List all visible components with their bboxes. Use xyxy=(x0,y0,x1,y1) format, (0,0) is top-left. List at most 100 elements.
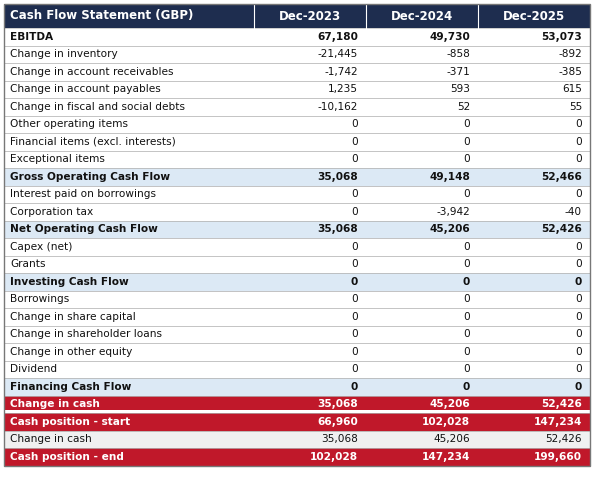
Text: 147,234: 147,234 xyxy=(422,452,470,462)
Text: 593: 593 xyxy=(450,84,470,94)
Text: Change in account receivables: Change in account receivables xyxy=(10,67,173,77)
Bar xyxy=(4,45,590,63)
Text: -21,445: -21,445 xyxy=(318,49,358,59)
Bar xyxy=(4,28,590,45)
Text: -1,742: -1,742 xyxy=(325,67,358,77)
Bar xyxy=(4,290,590,308)
Text: 0: 0 xyxy=(351,207,358,217)
Text: Net Operating Cash Flow: Net Operating Cash Flow xyxy=(10,224,158,234)
Text: 0: 0 xyxy=(351,347,358,357)
Text: -10,162: -10,162 xyxy=(317,102,358,112)
Text: 102,028: 102,028 xyxy=(310,452,358,462)
Text: Gross Operating Cash Flow: Gross Operating Cash Flow xyxy=(10,172,170,182)
Text: 45,206: 45,206 xyxy=(433,434,470,444)
Text: Exceptional items: Exceptional items xyxy=(10,154,105,164)
Bar xyxy=(4,4,590,28)
Text: Grants: Grants xyxy=(10,259,46,269)
Text: 52: 52 xyxy=(457,102,470,112)
Text: 35,068: 35,068 xyxy=(317,172,358,182)
Text: 52,466: 52,466 xyxy=(541,172,582,182)
Text: Borrowings: Borrowings xyxy=(10,294,69,304)
Bar xyxy=(4,308,590,325)
Text: 52,426: 52,426 xyxy=(541,399,582,409)
Text: 1,235: 1,235 xyxy=(328,84,358,94)
Text: 0: 0 xyxy=(463,119,470,129)
Bar xyxy=(4,150,590,168)
Text: 0: 0 xyxy=(575,119,582,129)
Bar xyxy=(4,168,590,185)
Text: 45,206: 45,206 xyxy=(429,399,470,409)
Text: 0: 0 xyxy=(351,119,358,129)
Bar xyxy=(4,63,590,81)
Text: 35,068: 35,068 xyxy=(317,399,358,409)
Text: 55: 55 xyxy=(569,102,582,112)
Bar xyxy=(4,378,590,395)
Text: 0: 0 xyxy=(351,294,358,304)
Text: Change in shareholder loans: Change in shareholder loans xyxy=(10,329,162,339)
Text: 0: 0 xyxy=(351,259,358,269)
Text: 0: 0 xyxy=(575,312,582,322)
Text: 0: 0 xyxy=(463,347,470,357)
Text: Change in share capital: Change in share capital xyxy=(10,312,136,322)
Text: 0: 0 xyxy=(351,382,358,392)
Text: 53,073: 53,073 xyxy=(541,32,582,42)
Text: Dividend: Dividend xyxy=(10,364,57,374)
Text: Dec-2025: Dec-2025 xyxy=(503,9,565,22)
Text: 0: 0 xyxy=(575,294,582,304)
Text: Corporation tax: Corporation tax xyxy=(10,207,93,217)
Bar xyxy=(4,430,590,448)
Text: Dec-2024: Dec-2024 xyxy=(391,9,453,22)
Text: Cash position - end: Cash position - end xyxy=(10,452,124,462)
Text: 0: 0 xyxy=(463,329,470,339)
Text: 0: 0 xyxy=(351,329,358,339)
Text: -858: -858 xyxy=(446,49,470,59)
Text: 0: 0 xyxy=(575,347,582,357)
Text: -3,942: -3,942 xyxy=(436,207,470,217)
Text: 67,180: 67,180 xyxy=(317,32,358,42)
Bar xyxy=(4,361,590,378)
Text: 35,068: 35,068 xyxy=(321,434,358,444)
Text: 0: 0 xyxy=(463,294,470,304)
Text: 66,960: 66,960 xyxy=(317,417,358,427)
Text: 0: 0 xyxy=(351,242,358,252)
Text: 0: 0 xyxy=(575,242,582,252)
Text: 0: 0 xyxy=(463,277,470,287)
Text: 0: 0 xyxy=(463,382,470,392)
Text: 0: 0 xyxy=(575,189,582,199)
Text: 0: 0 xyxy=(575,277,582,287)
Text: 0: 0 xyxy=(575,259,582,269)
Text: Cash position - start: Cash position - start xyxy=(10,417,130,427)
Text: Financial items (excl. interests): Financial items (excl. interests) xyxy=(10,137,176,147)
Text: 0: 0 xyxy=(351,277,358,287)
Text: Change in cash: Change in cash xyxy=(10,399,100,409)
Bar xyxy=(4,98,590,116)
Text: 0: 0 xyxy=(351,364,358,374)
Text: 52,426: 52,426 xyxy=(541,224,582,234)
Text: Change in cash: Change in cash xyxy=(10,434,92,444)
Bar xyxy=(4,395,590,413)
Text: Change in inventory: Change in inventory xyxy=(10,49,118,59)
Text: Investing Cash Flow: Investing Cash Flow xyxy=(10,277,129,287)
Bar xyxy=(4,221,590,238)
Bar xyxy=(4,133,590,150)
Text: 0: 0 xyxy=(351,312,358,322)
Text: 0: 0 xyxy=(351,154,358,164)
Text: 35,068: 35,068 xyxy=(317,224,358,234)
Text: 199,660: 199,660 xyxy=(534,452,582,462)
Text: 0: 0 xyxy=(463,364,470,374)
Text: -892: -892 xyxy=(558,49,582,59)
Text: 0: 0 xyxy=(575,382,582,392)
Text: Capex (net): Capex (net) xyxy=(10,242,73,252)
Text: 0: 0 xyxy=(463,242,470,252)
Text: 0: 0 xyxy=(575,364,582,374)
Text: 0: 0 xyxy=(463,154,470,164)
Bar xyxy=(4,203,590,221)
Text: 45,206: 45,206 xyxy=(429,224,470,234)
Text: 147,234: 147,234 xyxy=(533,417,582,427)
Bar xyxy=(4,413,590,430)
Text: 102,028: 102,028 xyxy=(422,417,470,427)
Text: 52,426: 52,426 xyxy=(545,434,582,444)
Text: Other operating items: Other operating items xyxy=(10,119,128,129)
Text: Change in fiscal and social debts: Change in fiscal and social debts xyxy=(10,102,185,112)
Bar xyxy=(4,238,590,256)
